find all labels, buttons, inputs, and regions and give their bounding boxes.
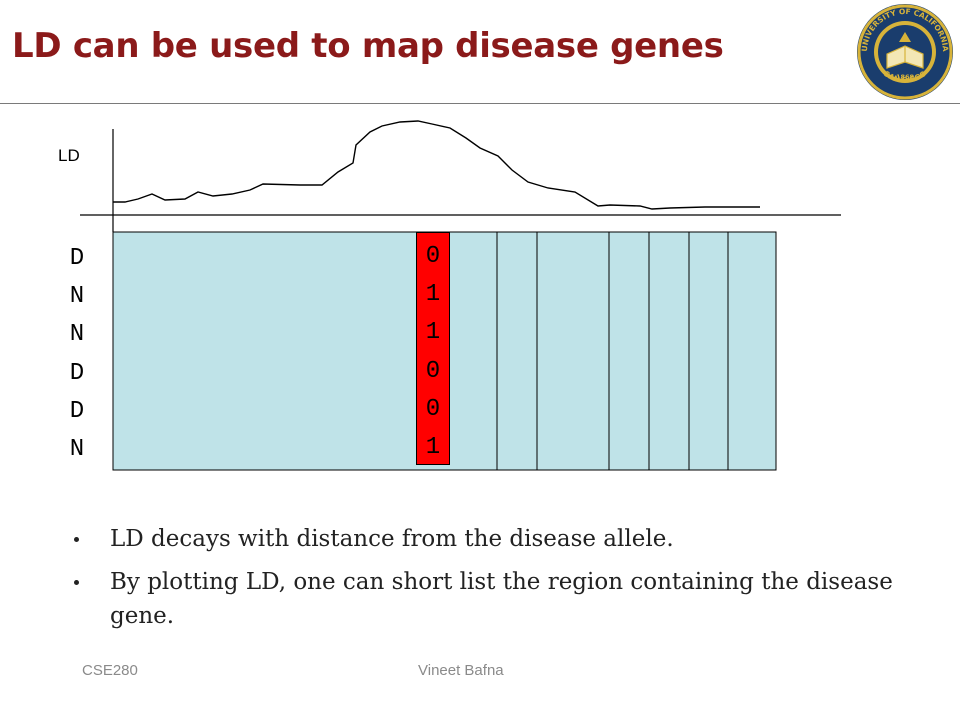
bullet-item: By plotting LD, one can short list the r… [70, 565, 900, 633]
bullet-text: LD decays with distance from the disease… [110, 526, 674, 552]
bullet-dot-icon [74, 580, 79, 585]
bullet-text: By plotting LD, one can short list the r… [110, 569, 893, 629]
seal-year: 1868 [896, 73, 915, 81]
bullet-item: LD decays with distance from the disease… [70, 522, 900, 556]
genotype-label: D [69, 245, 85, 272]
marker-value: 0 [425, 357, 441, 385]
genotype-labels: D N N D D N [62, 240, 92, 469]
ld-axis-label: LD [58, 146, 80, 165]
genotype-label: N [69, 321, 85, 349]
bullet-dot-icon [74, 537, 79, 542]
marker-value: 1 [425, 281, 441, 309]
footer-author: Vineet Bafna [418, 662, 504, 679]
genotype-label: D [69, 397, 85, 425]
slide-title: LD can be used to map disease genes [12, 26, 724, 66]
marker-value: 1 [425, 319, 441, 347]
marker-value: 0 [425, 243, 441, 270]
genotype-label: N [69, 435, 85, 463]
title-divider [0, 103, 960, 104]
ld-decay-curve [113, 120, 760, 210]
footer-course: CSE280 [82, 662, 138, 679]
marker-value: 0 [425, 395, 441, 423]
marker-value: 1 [425, 433, 441, 461]
bullet-list: LD decays with distance from the disease… [70, 522, 900, 642]
genotype-label: N [69, 283, 85, 311]
ucsd-seal-logo: UNIVERSITY OF CALIFORNIA SAN DIEGO 1868 [857, 4, 953, 100]
genotype-label: D [69, 359, 85, 387]
disease-marker-column: 0 1 1 0 0 1 [416, 232, 450, 465]
